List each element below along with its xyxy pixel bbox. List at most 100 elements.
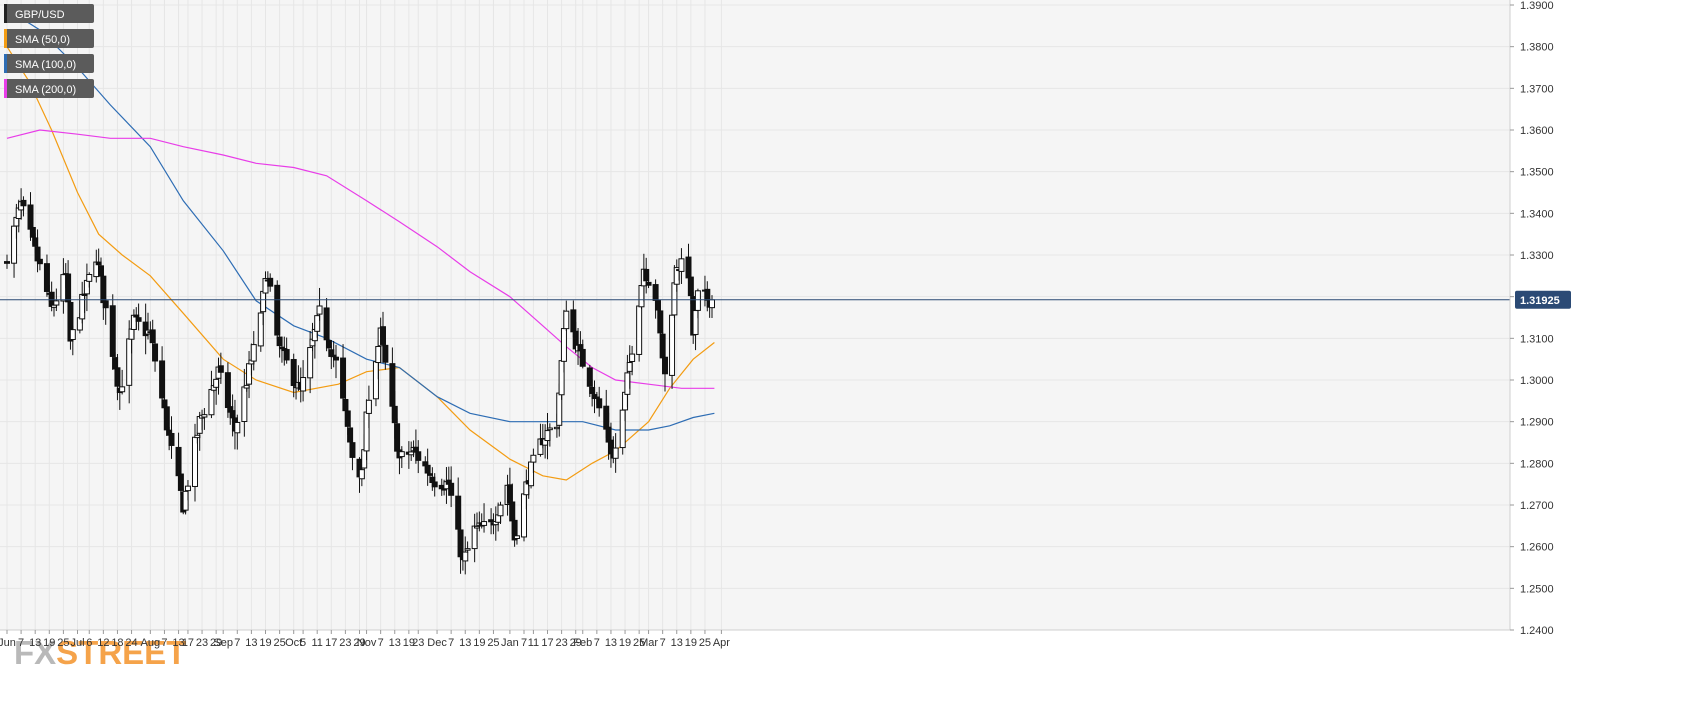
x-tick-label: 19 bbox=[685, 637, 697, 649]
x-tick-label: 13 bbox=[671, 637, 683, 649]
legend-item-bg bbox=[4, 79, 94, 98]
x-tick-label: Oct bbox=[285, 637, 302, 649]
logo-fx-text: FX bbox=[14, 634, 56, 671]
y-tick-label: 1.3300 bbox=[1520, 250, 1554, 262]
candle-body-bear bbox=[424, 464, 431, 474]
candle-body-bull bbox=[314, 315, 321, 332]
candle bbox=[67, 294, 74, 350]
candle-body-bull bbox=[260, 290, 267, 313]
sma-line-200 bbox=[6, 129, 715, 389]
y-tick-label: 1.3100 bbox=[1520, 333, 1554, 345]
candle-body-bull bbox=[678, 258, 685, 272]
candle-body-bear bbox=[177, 473, 184, 491]
y-tick-label: 1.2500 bbox=[1520, 583, 1554, 595]
candle bbox=[86, 272, 93, 288]
plot-area bbox=[0, 0, 1510, 630]
candle bbox=[119, 369, 126, 395]
candle-body-bear bbox=[95, 261, 102, 266]
x-tick-label: 19 bbox=[473, 637, 485, 649]
candle-body-bear bbox=[589, 386, 596, 394]
candle bbox=[333, 344, 339, 379]
candle-body-bull bbox=[474, 525, 480, 529]
candle-body-bear bbox=[36, 258, 43, 265]
legend-item: SMA (50,0) bbox=[4, 29, 94, 48]
candle-body-bear bbox=[415, 451, 422, 461]
candle-body-bull bbox=[83, 279, 90, 295]
y-tick-label: 1.3600 bbox=[1520, 125, 1554, 137]
candle-body-bull bbox=[196, 416, 203, 434]
candle-body-bear bbox=[67, 301, 74, 342]
candle-body-bear bbox=[114, 367, 121, 387]
candle-body-bear bbox=[704, 288, 711, 301]
candle bbox=[267, 273, 274, 292]
candle-body-bull bbox=[361, 449, 368, 469]
y-tick-label: 1.2400 bbox=[1520, 625, 1554, 637]
candle bbox=[612, 433, 619, 473]
candle-body-bear bbox=[380, 326, 386, 345]
candle bbox=[448, 466, 455, 508]
candle-body-bear bbox=[687, 276, 694, 297]
legend-label: SMA (100,0) bbox=[15, 59, 76, 71]
x-tick-label: 17 bbox=[325, 637, 337, 649]
candle-body-bear bbox=[391, 405, 398, 424]
candle-body-bull bbox=[372, 361, 379, 400]
x-tick-label: 29 bbox=[210, 637, 222, 649]
candle bbox=[102, 298, 109, 325]
candle-body-bull bbox=[692, 310, 699, 335]
candle-body-bear bbox=[217, 365, 224, 373]
x-tick-label: 25 bbox=[57, 637, 69, 649]
svg-text:FXSTREET: FXSTREET bbox=[14, 634, 186, 671]
candle-body-bear bbox=[349, 442, 356, 458]
x-tick-label: 25 bbox=[273, 637, 285, 649]
candle-body-bear bbox=[347, 427, 354, 443]
candle bbox=[511, 517, 518, 547]
x-tick-label: 19 bbox=[259, 637, 271, 649]
candle-body-bull bbox=[307, 347, 314, 379]
legend-item: SMA (200,0) bbox=[4, 79, 94, 98]
candle-body-bear bbox=[283, 349, 290, 361]
x-tick-label: Jun bbox=[0, 637, 16, 649]
candle-body-bull bbox=[128, 328, 135, 340]
candle-body-bull bbox=[624, 372, 631, 395]
candle bbox=[300, 360, 307, 402]
candle bbox=[316, 287, 323, 321]
legend-label: SMA (200,0) bbox=[15, 84, 76, 96]
candle-body-bear bbox=[596, 398, 603, 409]
x-tick-label: Jul bbox=[70, 637, 84, 649]
candle bbox=[619, 407, 626, 455]
candle bbox=[283, 337, 290, 364]
x-tick-label: 29 bbox=[353, 637, 365, 649]
candle-body-bear bbox=[511, 519, 518, 541]
y-tick-label: 1.3800 bbox=[1520, 42, 1554, 54]
candle bbox=[20, 196, 27, 217]
x-tick-label: 7 bbox=[234, 637, 240, 649]
candle-body-bear bbox=[427, 473, 433, 476]
x-tick-label: 11 bbox=[311, 637, 322, 649]
candle-body-bear bbox=[593, 396, 600, 399]
candle-body-bear bbox=[394, 423, 401, 452]
candle-body-bull bbox=[553, 426, 560, 430]
candle bbox=[464, 541, 471, 553]
candle-body-bull bbox=[126, 338, 133, 386]
candle-body-bear bbox=[133, 314, 140, 318]
candle bbox=[521, 487, 527, 542]
x-tick-label: 7 bbox=[378, 637, 384, 649]
x-tick-label: Nov bbox=[357, 637, 377, 649]
legend-label: SMA (50,0) bbox=[15, 34, 70, 46]
candle-body-bull bbox=[208, 388, 215, 416]
legend-label: GBP/USD bbox=[15, 9, 65, 21]
candle-body-bull bbox=[521, 493, 527, 538]
candle-body-bear bbox=[342, 398, 349, 412]
candle bbox=[349, 437, 356, 471]
x-tick-label: Sep bbox=[213, 637, 233, 649]
candle-body-bear bbox=[135, 317, 142, 322]
candle bbox=[152, 330, 159, 372]
candle bbox=[250, 331, 257, 371]
x-tick-label: 7 bbox=[594, 637, 600, 649]
candle-body-bear bbox=[98, 265, 104, 277]
candle bbox=[431, 473, 438, 497]
candle-body-bear bbox=[603, 405, 610, 430]
candle-body-bull bbox=[53, 300, 60, 306]
